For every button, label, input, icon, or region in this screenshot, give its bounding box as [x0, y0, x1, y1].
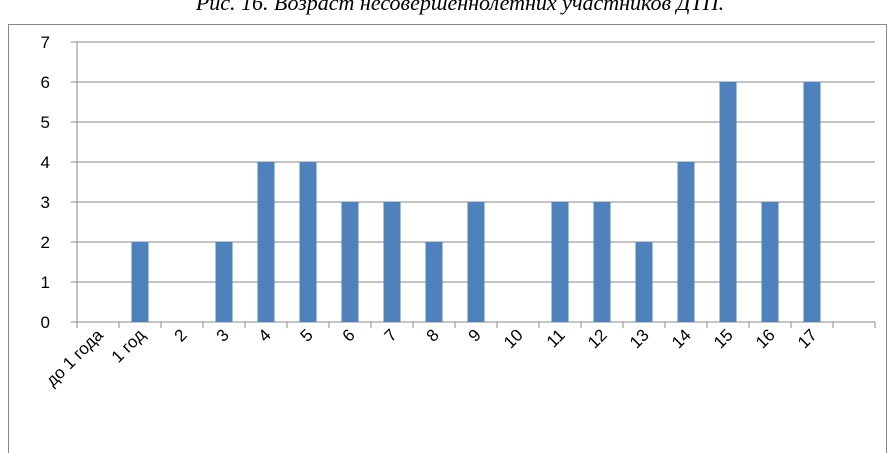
y-tick-label: 6 — [41, 73, 50, 92]
bar — [593, 202, 611, 322]
bar — [299, 162, 317, 322]
bar — [341, 202, 359, 322]
bar — [257, 162, 275, 322]
y-tick-label: 5 — [41, 113, 50, 132]
bar — [467, 202, 485, 322]
bar — [383, 202, 401, 322]
y-tick-label: 3 — [41, 193, 50, 212]
bar — [131, 242, 149, 322]
y-tick-label: 1 — [41, 273, 50, 292]
bar — [719, 82, 737, 322]
chart-title: Рис. 16. Возраст несовершеннолетних учас… — [195, 0, 724, 15]
bar — [425, 242, 443, 322]
bar — [215, 242, 233, 322]
bar — [677, 162, 695, 322]
bar — [761, 202, 779, 322]
bar — [551, 202, 569, 322]
bar — [635, 242, 653, 322]
y-tick-label: 2 — [41, 233, 50, 252]
chart-frame — [8, 24, 887, 453]
y-tick-label: 0 — [41, 313, 50, 332]
y-tick-label: 7 — [41, 33, 50, 52]
title-band — [0, 0, 888, 24]
bar — [803, 82, 821, 322]
y-tick-label: 4 — [41, 153, 50, 172]
